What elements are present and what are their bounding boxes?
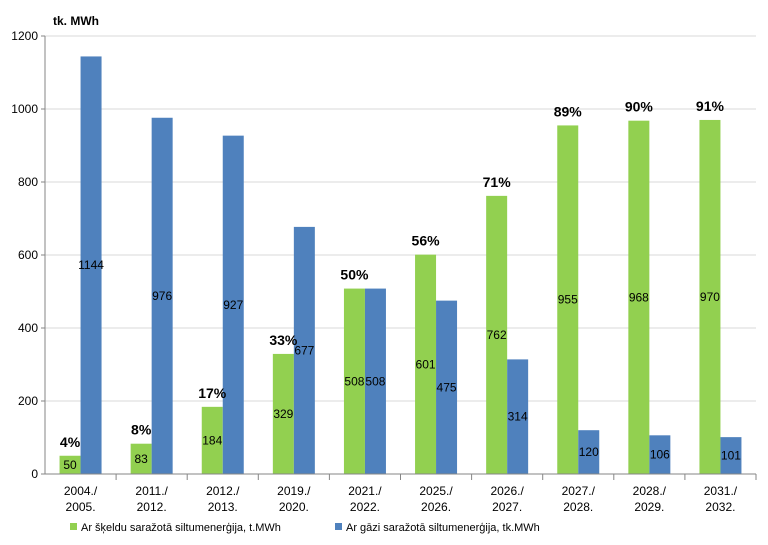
bar-chips <box>343 288 365 474</box>
y-tick-label: 1200 <box>11 29 38 43</box>
share-label: 71% <box>483 174 512 190</box>
y-tick-label: 800 <box>18 175 38 189</box>
y-tick-label: 600 <box>18 248 38 262</box>
x-category-label: 2011./ <box>135 484 168 498</box>
bar-gas <box>364 288 386 474</box>
share-label: 91% <box>696 98 725 114</box>
bar-chips <box>272 353 294 474</box>
share-label: 89% <box>554 103 583 119</box>
bar-chips <box>201 406 223 474</box>
value-label-chips: 601 <box>416 357 436 371</box>
bars <box>59 56 742 475</box>
y-axis-unit-label: tk. MWh <box>53 14 99 28</box>
share-label: 50% <box>340 267 369 283</box>
y-tick-label: 400 <box>18 321 38 335</box>
x-category-label: 2021./ <box>348 484 382 498</box>
x-category-label: 2028./ <box>633 484 667 498</box>
x-category-label: 2031./ <box>704 484 738 498</box>
x-category-label: 2027./ <box>562 484 596 498</box>
y-tick-label: 1000 <box>11 102 38 116</box>
value-label-gas: 1144 <box>78 258 104 272</box>
value-label-chips: 968 <box>629 290 649 304</box>
bar-gas <box>436 300 458 474</box>
value-label-chips: 184 <box>202 433 222 447</box>
x-category-label: 2026./ <box>490 484 524 498</box>
bar-chips <box>130 443 152 474</box>
x-category-label: 2020. <box>279 500 309 514</box>
value-label-chips: 50 <box>63 458 77 472</box>
legend-swatch-chips <box>70 523 77 530</box>
x-category-label: 2025./ <box>419 484 453 498</box>
share-label: 90% <box>625 99 654 115</box>
value-label-chips: 329 <box>273 407 293 421</box>
value-label-chips: 970 <box>700 290 720 304</box>
bar-gas <box>720 437 742 474</box>
bar-chips <box>628 120 650 475</box>
x-category-label: 2026. <box>421 500 451 514</box>
share-label: 56% <box>412 233 441 249</box>
value-label-chips: 955 <box>558 293 578 307</box>
legend-label-gas: Ar gāzi saražotā siltumenerģija, tk.MWh <box>346 521 540 534</box>
x-category-label: 2027. <box>492 500 522 514</box>
value-label-gas: 927 <box>223 298 243 312</box>
value-label-gas: 475 <box>437 380 457 394</box>
bar-chips <box>557 125 579 475</box>
x-category-label: 2028. <box>563 500 593 514</box>
y-tick-label: 0 <box>31 467 38 481</box>
value-label-gas: 106 <box>650 448 670 462</box>
share-label: 17% <box>198 385 227 401</box>
x-category-label: 2022. <box>350 500 380 514</box>
bar-chips <box>699 119 721 474</box>
y-tick-label: 200 <box>18 394 38 408</box>
share-label: 8% <box>131 422 152 438</box>
legend-label-chips: Ar šķeldu saražotā siltumenerģija, t.MWh <box>81 521 281 534</box>
share-label: 33% <box>269 332 298 348</box>
value-label-gas: 120 <box>579 445 599 459</box>
legend: Ar šķeldu saražotā siltumenerģija, t.MWh… <box>70 521 540 534</box>
bar-gas <box>222 135 244 474</box>
x-category-label: 2013. <box>208 500 238 514</box>
value-label-gas: 976 <box>152 289 172 303</box>
value-label-gas: 677 <box>294 343 314 357</box>
x-category-label: 2012. <box>137 500 167 514</box>
bar-chips <box>59 455 81 474</box>
axes: 0 200 400 600 800 1000 1200 2004./ 2005. 2011./ 20… <box>11 29 757 514</box>
bar-gas <box>80 56 102 474</box>
bar-gas <box>151 117 173 474</box>
x-category-label: 2029. <box>634 500 664 514</box>
bar-chips <box>486 195 508 474</box>
value-label-gas: 314 <box>508 410 528 424</box>
x-category-label: 2005. <box>66 500 96 514</box>
bar-gas <box>507 359 529 474</box>
value-label-chips: 83 <box>134 452 148 466</box>
bar-gas <box>578 430 600 474</box>
bar-gas <box>293 226 315 474</box>
x-category-label: 2004./ <box>64 484 98 498</box>
bar-chips <box>415 254 437 474</box>
legend-swatch-gas <box>335 523 342 530</box>
share-label: 4% <box>60 434 81 450</box>
x-category-label: 2019./ <box>277 484 311 498</box>
value-label-gas: 101 <box>721 449 741 463</box>
x-category-label: 2012./ <box>206 484 240 498</box>
value-label-chips: 508 <box>344 374 364 388</box>
x-category-label: 2032. <box>705 500 735 514</box>
value-label-gas: 508 <box>365 374 385 388</box>
bar-gas <box>649 435 671 474</box>
value-label-chips: 762 <box>487 328 507 342</box>
